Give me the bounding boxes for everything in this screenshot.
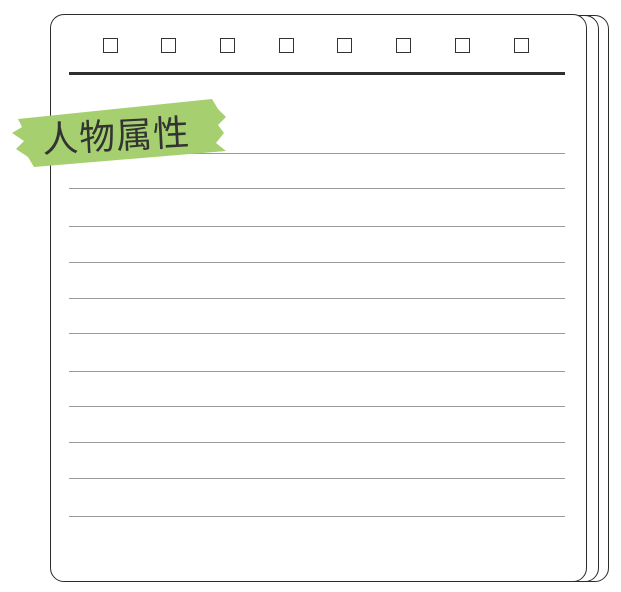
binding-hole [337, 38, 352, 53]
ruled-line [69, 371, 565, 372]
ruled-line [69, 262, 565, 263]
binding-hole [396, 38, 411, 53]
binding-hole [514, 38, 529, 53]
binding-hole [220, 38, 235, 53]
ruled-line [69, 226, 565, 227]
binding-hole [103, 38, 118, 53]
ruled-line [69, 516, 565, 517]
title-tape: 人物属性 [12, 95, 228, 167]
ruled-line [69, 188, 565, 189]
ruled-line [69, 298, 565, 299]
ruled-line [69, 478, 565, 479]
ruled-line [69, 406, 565, 407]
title-tag-text: 人物属性 [41, 112, 192, 162]
binding-hole [279, 38, 294, 53]
ruled-line [69, 153, 565, 154]
tape-shape [12, 99, 226, 167]
ruled-line [69, 333, 565, 334]
binding-hole [161, 38, 176, 53]
header-rule [69, 72, 565, 75]
ruled-line [69, 442, 565, 443]
binding-hole [455, 38, 470, 53]
binding-holes [0, 0, 621, 60]
